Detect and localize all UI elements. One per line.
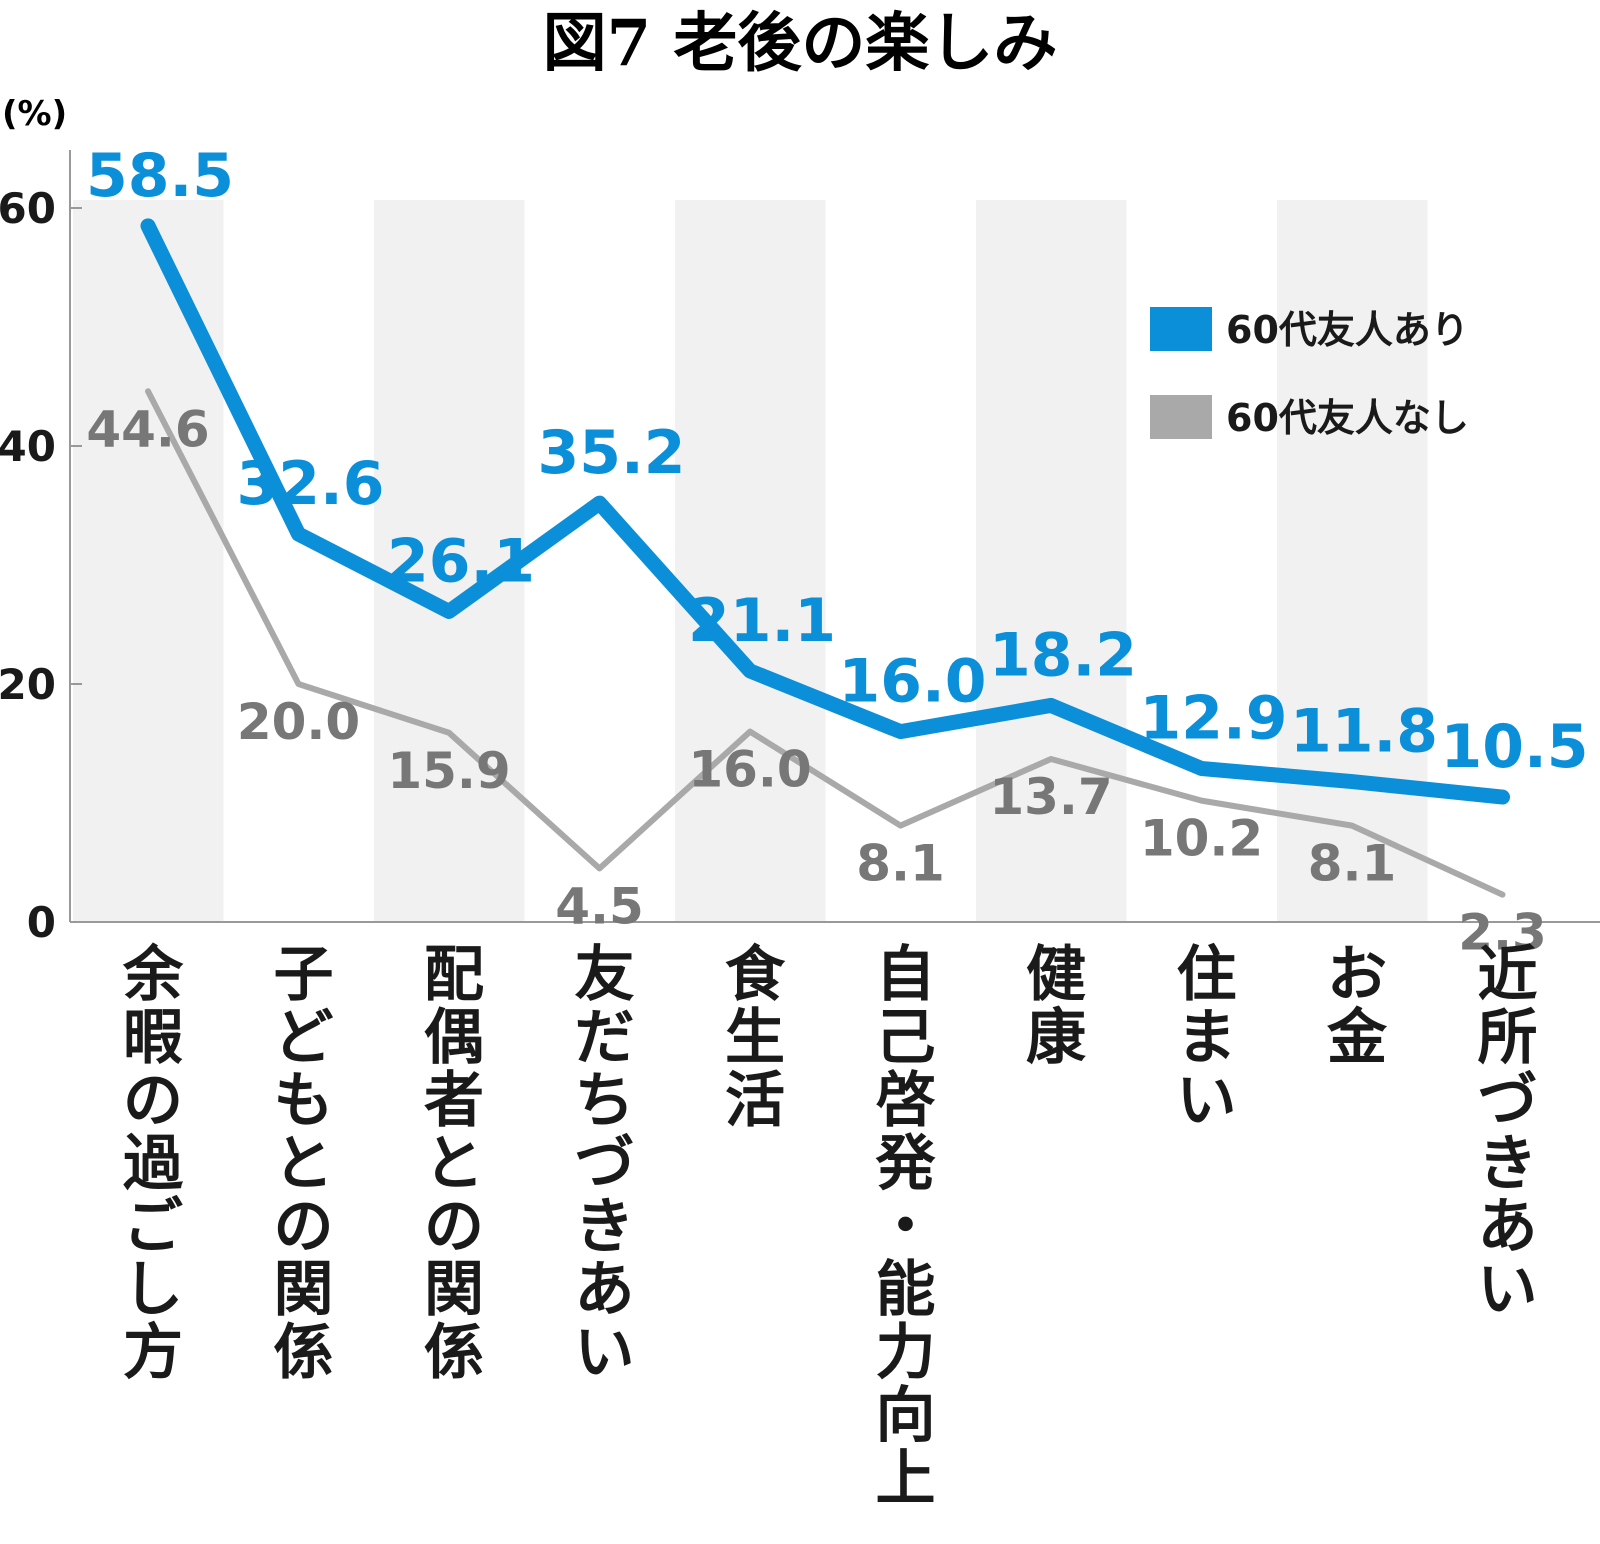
series-line-no-friends bbox=[145, 388, 1506, 898]
category-label: 自己啓発・能力向上 bbox=[876, 940, 937, 1514]
series-lines bbox=[140, 218, 1510, 898]
data-label-with-friends: 21.1 bbox=[688, 586, 836, 656]
chart-title: 図7 老後の楽しみ bbox=[543, 6, 1058, 81]
legend-label: 60代友人あり bbox=[1226, 308, 1469, 352]
category-band bbox=[73, 200, 224, 922]
category-label: 余暇の過ごし方 bbox=[122, 940, 184, 1388]
data-label-with-friends: 11.8 bbox=[1290, 697, 1438, 767]
legend-label: 60代友人なし bbox=[1226, 396, 1469, 440]
y-unit-label: (%) bbox=[2, 94, 67, 134]
category-label: 健康 bbox=[1026, 940, 1086, 1073]
data-labels: 58.532.626.135.221.116.0 18.212.9 11.8 10.5… bbox=[86, 141, 1589, 962]
category-label: 子どもとの関係 bbox=[274, 940, 334, 1388]
data-label-no-friends: 13.7 bbox=[989, 768, 1112, 826]
axes bbox=[69, 150, 1600, 923]
category-label: 友だちづきあい bbox=[575, 940, 635, 1388]
data-label-no-friends: 8.1 bbox=[1308, 835, 1397, 893]
category-bands bbox=[73, 200, 1428, 922]
category-label: 食生活 bbox=[725, 940, 786, 1136]
data-label-with-friends: 16.0 bbox=[838, 647, 986, 717]
y-tick-label: 20 bbox=[0, 660, 56, 709]
category-band bbox=[675, 200, 826, 922]
y-tick-label: 40 bbox=[0, 422, 56, 471]
data-label-no-friends: 16.0 bbox=[688, 741, 811, 799]
data-label-with-friends: 35.2 bbox=[537, 418, 685, 488]
data-label-with-friends: 10.5 bbox=[1440, 712, 1588, 782]
data-label-no-friends: 2.3 bbox=[1458, 904, 1547, 962]
data-label-no-friends: 4.5 bbox=[555, 877, 644, 935]
y-tick-label: 60 bbox=[0, 184, 56, 233]
category-band bbox=[976, 200, 1127, 922]
data-label-with-friends: 26.1 bbox=[387, 526, 535, 596]
data-label-with-friends: 58.5 bbox=[86, 141, 234, 211]
data-label-no-friends: 44.6 bbox=[86, 400, 209, 458]
series-line-with-friends bbox=[140, 218, 1510, 805]
data-label-no-friends: 20.0 bbox=[237, 693, 360, 751]
category-label: 住まい bbox=[1177, 940, 1237, 1136]
category-band bbox=[1277, 200, 1428, 922]
data-label-with-friends: 32.6 bbox=[236, 449, 384, 519]
category-label: お金 bbox=[1327, 940, 1388, 1073]
data-label-no-friends: 10.2 bbox=[1140, 810, 1263, 868]
data-label-with-friends: 12.9 bbox=[1139, 683, 1287, 753]
y-ticks: 0 20 40 60 bbox=[0, 184, 82, 947]
legend-swatch bbox=[1150, 395, 1212, 439]
category-label: 配偶者との関係 bbox=[424, 940, 484, 1388]
legend-swatch bbox=[1150, 307, 1212, 351]
y-tick-label: 0 bbox=[27, 898, 56, 947]
legend: 60代友人あり 60代友人なし bbox=[1150, 307, 1469, 440]
data-label-with-friends: 18.2 bbox=[989, 620, 1137, 690]
category-label: 近所づきあい bbox=[1478, 940, 1538, 1325]
data-label-no-friends: 8.1 bbox=[856, 835, 945, 893]
category-band bbox=[374, 200, 525, 922]
category-labels: 余暇の過ごし方 子どもとの関係 配偶者との関係 友だちづきあい 食生活 自己啓発・能力向上… bbox=[122, 940, 1538, 1514]
data-label-no-friends: 15.9 bbox=[387, 742, 510, 800]
